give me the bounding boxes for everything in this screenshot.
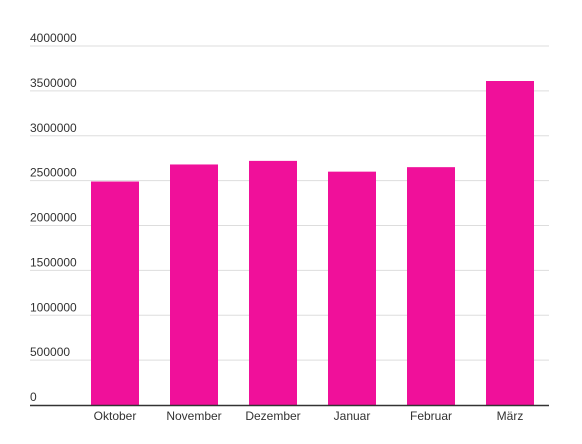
x-category-label: Oktober — [94, 409, 137, 423]
x-category-label: Januar — [334, 409, 371, 423]
y-tick-label: 2500000 — [30, 166, 77, 180]
y-tick-label: 2000000 — [30, 211, 77, 225]
x-category-label: März — [497, 409, 524, 423]
y-tick-label: 0 — [30, 390, 37, 404]
bar-5 — [486, 81, 534, 405]
bars — [91, 81, 534, 405]
x-axis-category-labels: Oktober November Dezember Januar Februar März — [94, 409, 524, 423]
bar-1 — [170, 164, 218, 405]
y-tick-label: 3500000 — [30, 76, 77, 90]
bar-2 — [249, 160, 297, 405]
x-category-label: Dezember — [245, 409, 300, 423]
bar-3 — [328, 171, 376, 405]
y-tick-label: 1500000 — [30, 255, 77, 269]
bar-0 — [91, 181, 139, 405]
y-tick-label: 500000 — [30, 345, 70, 359]
y-tick-label: 4000000 — [30, 31, 77, 45]
y-axis-tick-labels: 0 500000 1000000 1500000 2000000 2500000 30000… — [30, 31, 77, 404]
y-tick-label: 3000000 — [30, 121, 77, 135]
x-category-label: Februar — [410, 409, 452, 423]
x-category-label: November — [166, 409, 221, 423]
bar-4 — [407, 167, 455, 405]
y-tick-label: 1000000 — [30, 300, 77, 314]
